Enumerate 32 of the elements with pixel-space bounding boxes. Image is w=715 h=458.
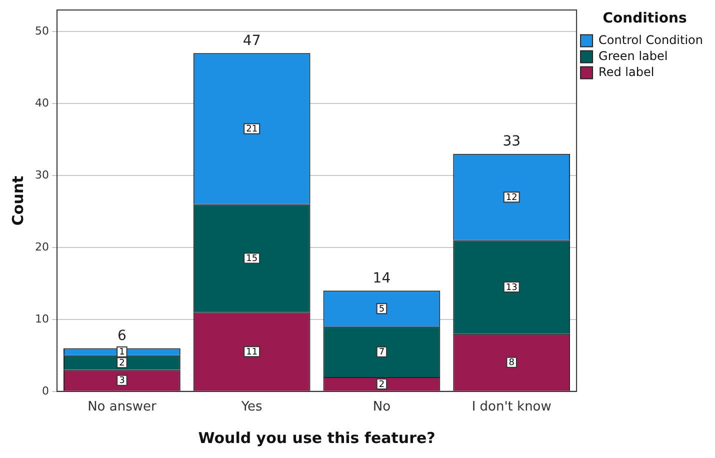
legend-label: Red label bbox=[598, 64, 654, 79]
x-tick-label: Yes bbox=[240, 400, 263, 415]
data-label: 3 bbox=[119, 376, 125, 386]
y-axis-title: Count bbox=[8, 176, 27, 226]
total-label: 33 bbox=[502, 134, 521, 150]
total-label: 6 bbox=[117, 328, 126, 344]
x-tick-label: No answer bbox=[88, 400, 157, 415]
x-tick-label: No bbox=[372, 400, 391, 415]
y-tick-label: 50 bbox=[34, 24, 49, 38]
data-label: 13 bbox=[506, 282, 518, 293]
legend-label: Green label bbox=[598, 48, 668, 63]
data-label: 1 bbox=[119, 348, 125, 358]
y-tick-label: 40 bbox=[34, 96, 49, 110]
x-axis-title: Would you use this feature? bbox=[198, 428, 436, 447]
total-label: 47 bbox=[242, 32, 261, 49]
y-tick-label: 0 bbox=[42, 384, 49, 398]
data-label: 5 bbox=[378, 304, 385, 314]
legend-label: Control Condition bbox=[598, 32, 704, 47]
y-tick-label: 30 bbox=[34, 168, 49, 182]
y-tick-label: 10 bbox=[34, 312, 49, 326]
total-label: 14 bbox=[372, 270, 391, 286]
data-label: 2 bbox=[378, 380, 385, 390]
x-tick-label: I don't know bbox=[472, 400, 552, 415]
data-label: 7 bbox=[378, 348, 385, 358]
y-tick-label: 20 bbox=[34, 240, 49, 254]
data-label: 15 bbox=[246, 254, 258, 264]
data-label: 8 bbox=[508, 358, 515, 368]
data-label: 11 bbox=[246, 347, 258, 358]
data-label: 12 bbox=[506, 192, 518, 203]
legend-title: Conditions bbox=[602, 10, 687, 27]
data-label: 21 bbox=[246, 124, 258, 135]
data-label: 2 bbox=[119, 358, 125, 368]
